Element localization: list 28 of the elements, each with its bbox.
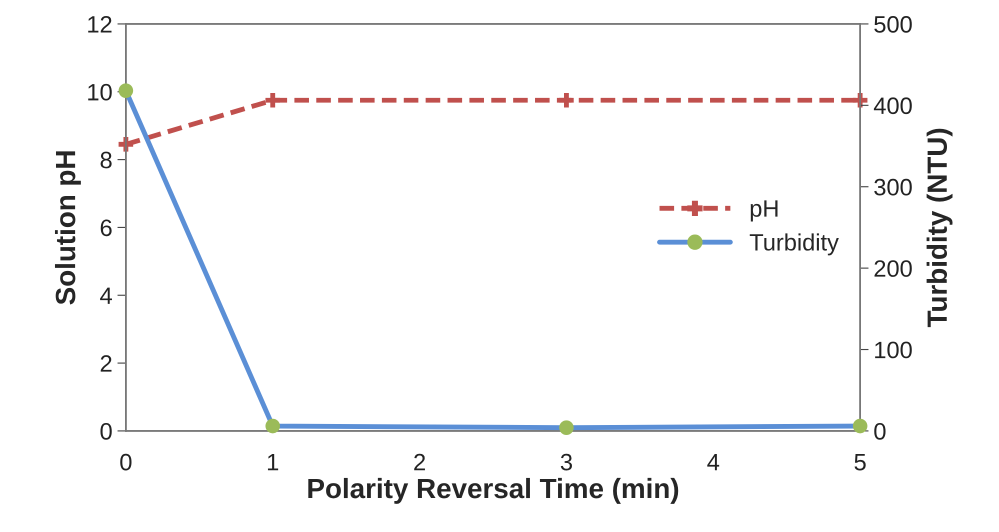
x-tick-label: 5 bbox=[854, 454, 866, 470]
y-tick-label: 6 bbox=[100, 220, 112, 236]
y2-axis-title: Turbidity (NTU) bbox=[926, 128, 953, 328]
y-axis-title: Solution pH bbox=[54, 151, 81, 305]
legend-label: Turbidity bbox=[750, 233, 839, 256]
x-tick-label: 2 bbox=[414, 454, 425, 470]
y-tick-label: 12 bbox=[88, 16, 112, 32]
point bbox=[852, 418, 868, 434]
x-tick-label: 0 bbox=[120, 454, 132, 470]
legend-label: pH bbox=[750, 200, 778, 222]
x-axis-title: Polarity Reversal Time (min) bbox=[308, 478, 678, 504]
y-tick-label: 8 bbox=[100, 152, 112, 168]
y-tick-label: 2 bbox=[100, 355, 112, 372]
x-tick-label: 4 bbox=[707, 454, 720, 470]
point bbox=[118, 83, 134, 98]
x-tick-label: 1 bbox=[268, 454, 278, 470]
y2-tick-label: 400 bbox=[874, 97, 912, 114]
point bbox=[559, 420, 574, 435]
y2-tick-label: 500 bbox=[874, 16, 912, 33]
y2-tick-label: 100 bbox=[875, 342, 912, 358]
y2-tick-label: 0 bbox=[874, 422, 886, 440]
y2-tick-label: 300 bbox=[874, 178, 912, 196]
y-tick-label: 0 bbox=[100, 422, 112, 440]
y-tick-label: 10 bbox=[88, 84, 112, 101]
y2-tick-label: 200 bbox=[874, 260, 912, 277]
x-tick-label: 3 bbox=[560, 454, 572, 470]
y-tick-label: 4 bbox=[100, 288, 112, 304]
point bbox=[265, 418, 280, 434]
